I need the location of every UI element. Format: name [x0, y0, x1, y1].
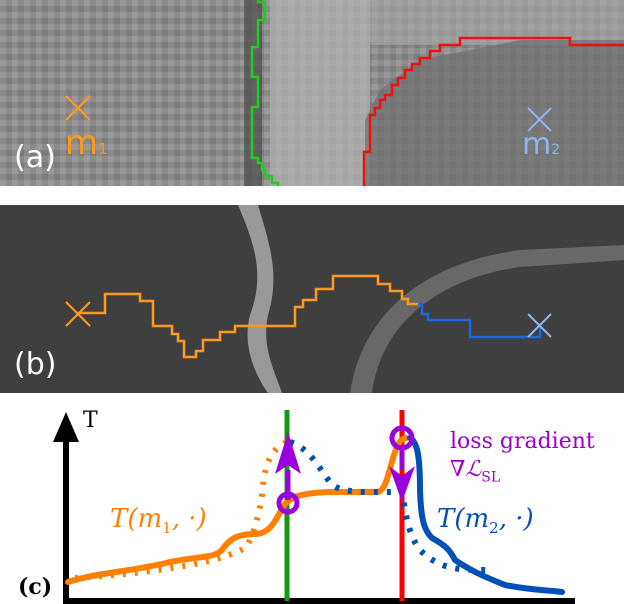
- loss-gradient-annotation: loss gradient ∇ℒSL: [450, 428, 595, 491]
- panel-c-canvas: [53, 410, 575, 604]
- t-m2-label: T(m2, ·): [437, 504, 534, 538]
- gradient-down-arrow-icon: [389, 425, 415, 502]
- panel-a-image: (a) m1 m2: [0, 0, 624, 186]
- green-boundary-line: [250, 0, 280, 186]
- orange-solid-curve: [65, 435, 409, 585]
- gradient-up-arrow-icon: [275, 432, 301, 515]
- blue-path-line: [418, 302, 542, 339]
- m2-cross-icon: [527, 107, 552, 132]
- loss-gradient-title: loss gradient: [450, 429, 595, 454]
- panel-a-label: (a): [14, 140, 56, 175]
- m1-cross-icon: [65, 301, 91, 327]
- panel-b-canvas: [0, 205, 624, 393]
- panel-c-label: (c): [18, 574, 53, 600]
- m1-cross-icon: [65, 95, 91, 121]
- m2-label: m2: [522, 127, 561, 162]
- m2-cross-icon: [527, 313, 552, 338]
- orange-path-line: [78, 274, 418, 359]
- m1-label: m1: [65, 123, 108, 163]
- panel-b-image: (b): [0, 205, 624, 393]
- loss-gradient-formula: ∇ℒSL: [450, 457, 501, 486]
- t-m1-label: T(m1, ·): [110, 504, 207, 538]
- panel-b-label: (b): [14, 347, 57, 382]
- y-axis-label: T: [83, 408, 98, 433]
- blue-solid-curve: [407, 435, 565, 595]
- panel-a-canvas: [0, 0, 624, 186]
- red-boundary-line: [362, 36, 624, 186]
- panel-c-plot: T (c) T(m1, ·) T(m2, ·) loss gradient ∇ℒ…: [0, 400, 624, 604]
- y-axis-arrow-icon: [53, 412, 79, 442]
